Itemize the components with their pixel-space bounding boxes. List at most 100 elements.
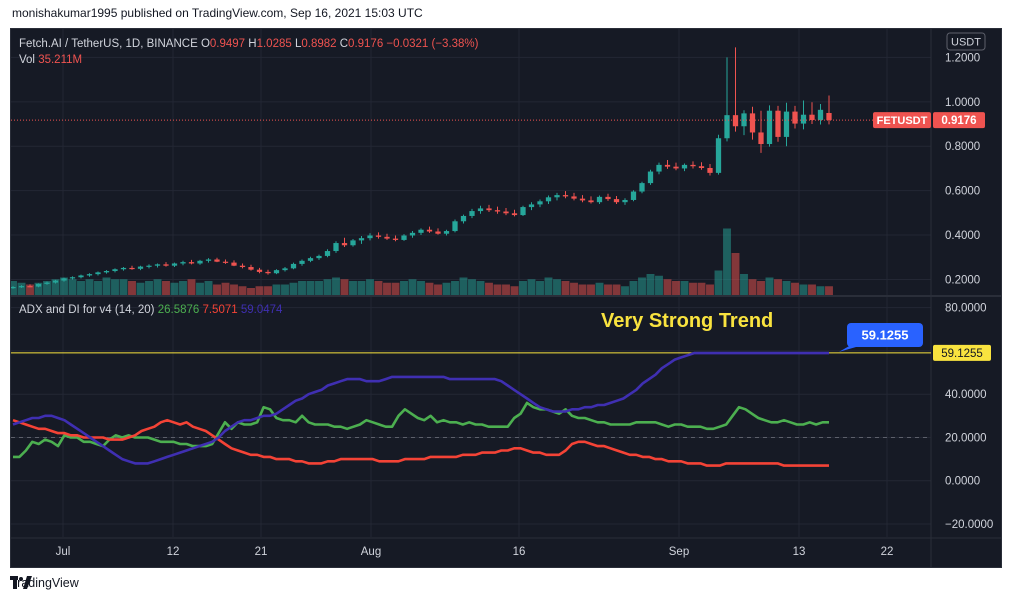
candle-body — [367, 235, 373, 239]
volume-bar — [689, 282, 697, 295]
candle-body — [146, 265, 152, 267]
candle-body — [290, 263, 297, 269]
volume-bar — [340, 279, 349, 295]
chart-canvas[interactable]: Jul 12 21 Aug 16 Sep 13 22 0.2000 0.4000 0.6000 0.8… — [11, 29, 1002, 568]
candle-body — [732, 115, 739, 127]
x-axis-tick-label: 22 — [881, 546, 894, 558]
candle-body — [324, 251, 331, 256]
volume-bar — [68, 279, 77, 295]
volume-bar — [825, 286, 833, 295]
candle-body — [630, 191, 637, 200]
volume-bar — [765, 277, 774, 295]
price-axis-tick-label: 1.2000 — [945, 52, 980, 64]
volume-bars — [11, 228, 833, 295]
candle-body — [35, 283, 42, 287]
candle-body — [792, 111, 798, 124]
candle-body — [392, 238, 399, 240]
volume-bar — [238, 286, 247, 295]
candle-body — [511, 213, 518, 216]
volume-bar — [162, 281, 170, 295]
legend-part: H — [248, 38, 256, 50]
callout-value: 59.1255 — [862, 328, 909, 343]
legend-part: O — [201, 38, 210, 50]
candle-body — [562, 195, 569, 197]
volume-bar — [697, 282, 706, 295]
price-axis-tick-label: 0.8000 — [945, 141, 980, 153]
volume-bar — [646, 274, 655, 295]
adx-line — [12, 351, 829, 465]
legend-part: L — [295, 38, 302, 50]
tradingview-logo-icon — [10, 576, 32, 589]
volume-bar — [485, 282, 493, 295]
candle-body — [333, 243, 339, 252]
volume-bar — [213, 284, 221, 295]
di-minus-line — [12, 418, 829, 467]
indicator-axis-tick-label: 40.0000 — [945, 389, 987, 401]
candle-body — [477, 208, 484, 212]
candle-body — [613, 199, 620, 203]
candle-body — [443, 231, 450, 234]
volume-bar — [196, 282, 204, 295]
volume-bar — [714, 270, 723, 295]
candle-body — [171, 263, 178, 266]
volume-bar — [26, 284, 34, 295]
candle-body — [282, 268, 288, 271]
footer: TradingView — [10, 576, 79, 590]
candle-body — [486, 208, 492, 211]
candle-body — [188, 262, 195, 264]
grid-lines — [11, 29, 1001, 567]
candle-body — [528, 204, 535, 208]
candle-body — [256, 269, 263, 272]
volume-bar — [655, 275, 663, 295]
di-plus-line — [13, 401, 829, 459]
volume-bar — [757, 281, 765, 295]
volume-bar — [442, 282, 451, 295]
candle-body — [758, 132, 764, 145]
volume-bar — [94, 281, 102, 295]
callout-bubble — [847, 323, 923, 347]
volume-bar — [578, 284, 587, 295]
chart-frame[interactable]: Jul 12 21 Aug 16 Sep 13 22 0.2000 0.4000 0.6000 0.8… — [10, 28, 1002, 568]
candle-body — [78, 275, 84, 278]
candle-body — [409, 232, 416, 236]
candle-body — [775, 110, 781, 137]
volume-bar — [502, 284, 510, 295]
price-axis-tick-label: 0.4000 — [945, 230, 980, 242]
volume-bar — [553, 279, 561, 295]
candle-body — [537, 201, 543, 205]
volume-bar — [408, 279, 417, 295]
candle-body — [273, 270, 280, 274]
volume-bar — [672, 281, 680, 295]
indicator-axis-badge — [933, 344, 991, 361]
volume-bar — [680, 281, 689, 295]
currency-badge — [946, 32, 986, 51]
volume-bar — [272, 284, 281, 295]
volume-legend-value: 35.211M — [38, 54, 82, 66]
indicator-axis-tick-label: 0.0000 — [945, 476, 980, 488]
candle-body — [554, 195, 560, 198]
candle-body — [741, 113, 747, 127]
volume-bar — [527, 279, 536, 295]
candle-body — [27, 286, 33, 288]
indicator-axis-tick-label: −20.0000 — [945, 519, 993, 531]
candle-body — [95, 272, 101, 275]
candle-body — [724, 115, 730, 139]
volume-bar — [799, 284, 808, 295]
x-axis-tick-label: Aug — [361, 546, 381, 558]
volume-bar — [587, 284, 595, 295]
candle-body — [435, 231, 441, 234]
candle-body — [316, 255, 322, 259]
candle-body — [307, 258, 314, 261]
volume-bar — [740, 274, 748, 295]
callout-pointer — [839, 345, 863, 352]
volume-legend-label: Vol — [19, 54, 38, 66]
volume-bar — [791, 282, 799, 295]
volume-bar — [374, 281, 383, 295]
indicator-legend: ADX and DI for v4 (14, 20) 26.5876 7.507… — [19, 304, 283, 316]
volume-bar — [187, 279, 196, 295]
candle-body — [350, 240, 356, 246]
volume-bar — [383, 282, 391, 295]
volume-bar — [179, 281, 187, 295]
indicator-axis-badge-value: 59.1255 — [941, 348, 983, 360]
candle-body — [800, 114, 807, 124]
